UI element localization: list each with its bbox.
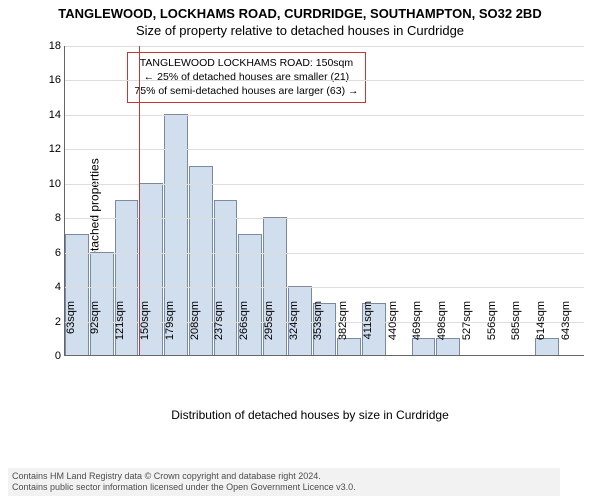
x-tick-label: 643sqm [560, 301, 572, 361]
y-tick-label: 18 [39, 40, 65, 52]
plot-area: TANGLEWOOD LOCKHAMS ROAD: 150sqm ← 25% o… [64, 46, 584, 356]
x-tick-label: 150sqm [139, 301, 151, 361]
info-line-1: TANGLEWOOD LOCKHAMS ROAD: 150sqm [134, 56, 358, 70]
gridline [65, 80, 584, 81]
x-tick-label: 208sqm [189, 301, 201, 361]
x-tick-label: 527sqm [461, 301, 473, 361]
y-tick-label: 2 [39, 316, 65, 328]
x-tick-label: 411sqm [362, 301, 374, 361]
page-subtitle: Size of property relative to detached ho… [0, 21, 600, 38]
gridline [65, 184, 584, 185]
page-title: TANGLEWOOD, LOCKHAMS ROAD, CURDRIDGE, SO… [0, 0, 600, 21]
gridline [65, 115, 584, 116]
y-tick-label: 0 [39, 350, 65, 362]
x-tick-label: 266sqm [238, 301, 250, 361]
x-tick-label: 498sqm [436, 301, 448, 361]
x-tick-label: 585sqm [510, 301, 522, 361]
x-tick-label: 295sqm [263, 301, 275, 361]
x-tick-label: 440sqm [387, 301, 399, 361]
x-tick-label: 469sqm [411, 301, 423, 361]
footer-line-2: Contains public sector information licen… [12, 482, 556, 493]
y-tick-label: 4 [39, 281, 65, 293]
x-tick-label: 92sqm [89, 301, 101, 361]
x-tick-label: 324sqm [288, 301, 300, 361]
gridline [65, 46, 584, 47]
x-tick-label: 237sqm [213, 301, 225, 361]
gridline [65, 218, 584, 219]
y-tick-label: 14 [39, 109, 65, 121]
chart-container: Number of detached properties TANGLEWOOD… [30, 46, 590, 436]
footer: Contains HM Land Registry data © Crown c… [8, 468, 560, 497]
gridline [65, 287, 584, 288]
y-tick-label: 12 [39, 143, 65, 155]
x-tick-label: 353sqm [312, 301, 324, 361]
x-tick-label: 179sqm [164, 301, 176, 361]
x-tick-label: 614sqm [535, 301, 547, 361]
info-box: TANGLEWOOD LOCKHAMS ROAD: 150sqm ← 25% o… [127, 52, 365, 103]
y-tick-label: 8 [39, 212, 65, 224]
y-tick-label: 10 [39, 178, 65, 190]
x-tick-label: 382sqm [337, 301, 349, 361]
info-line-3: 75% of semi-detached houses are larger (… [134, 84, 358, 98]
footer-line-1: Contains HM Land Registry data © Crown c… [12, 471, 556, 482]
x-tick-label: 63sqm [65, 301, 77, 361]
gridline [65, 149, 584, 150]
info-line-2: ← 25% of detached houses are smaller (21… [134, 70, 358, 84]
x-tick-label: 121sqm [114, 301, 126, 361]
marker-line [139, 46, 140, 355]
x-tick-label: 556sqm [486, 301, 498, 361]
y-tick-label: 16 [39, 74, 65, 86]
y-tick-label: 6 [39, 247, 65, 259]
x-axis-label: Distribution of detached houses by size … [30, 408, 590, 422]
gridline [65, 253, 584, 254]
